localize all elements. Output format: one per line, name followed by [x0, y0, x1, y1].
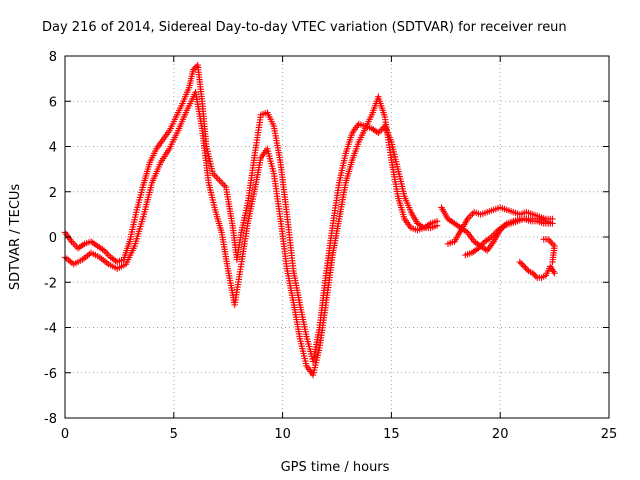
y-axis: -8 -6 -4 -2 0 2 4 6 8 [44, 50, 609, 427]
y-tick-label: 0 [49, 231, 57, 246]
y-tick-label: 6 [49, 95, 57, 110]
y-tick-label: -8 [44, 412, 57, 427]
chart-title: Day 216 of 2014, Sidereal Day-to-day VTE… [42, 20, 567, 35]
data-point [523, 266, 531, 273]
data-point [549, 258, 556, 266]
data-point [532, 273, 539, 280]
series-track-d [444, 204, 556, 247]
y-tick-label: 4 [49, 141, 57, 156]
x-tick-label: 25 [601, 427, 618, 442]
series-track-e [462, 215, 554, 259]
data-point [191, 64, 199, 72]
y-tick-label: 8 [49, 50, 57, 65]
series-track-b [61, 89, 441, 379]
data-point [516, 258, 523, 266]
x-axis: 0 5 10 15 20 25 [61, 56, 617, 442]
x-tick-label: 0 [61, 427, 69, 442]
y-tick-label: 2 [49, 186, 57, 201]
x-tick-label: 5 [170, 427, 178, 442]
series-track-g [540, 236, 558, 266]
data-point [547, 220, 554, 227]
data-points [61, 61, 558, 379]
y-axis-label: SDTVAR / TECUs [8, 184, 23, 291]
data-point [549, 215, 556, 223]
series-track-f [516, 258, 558, 281]
data-point [522, 264, 529, 272]
grid [65, 56, 609, 418]
data-point [551, 270, 558, 277]
x-tick-label: 20 [492, 427, 509, 442]
y-tick-label: -6 [44, 367, 57, 382]
y-tick-label: -2 [44, 276, 57, 291]
x-tick-label: 15 [383, 427, 400, 442]
data-point [529, 270, 537, 277]
data-point [518, 260, 525, 267]
data-point [433, 217, 441, 225]
x-tick-label: 10 [274, 427, 291, 442]
x-axis-label: GPS time / hours [281, 460, 390, 475]
data-point [519, 261, 526, 269]
data-point [520, 263, 528, 270]
data-point [531, 271, 538, 278]
series-track-a [61, 61, 441, 365]
y-tick-label: -4 [44, 322, 57, 337]
